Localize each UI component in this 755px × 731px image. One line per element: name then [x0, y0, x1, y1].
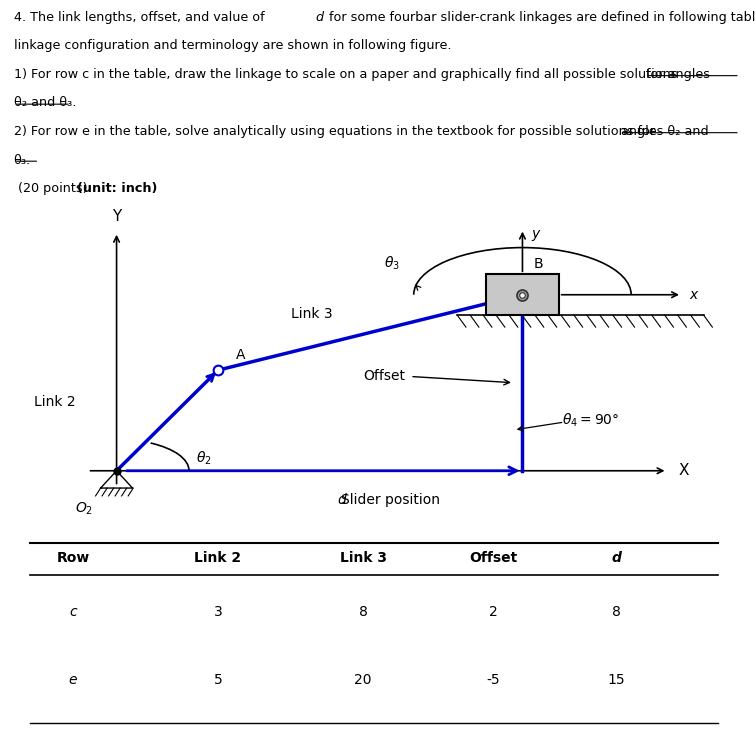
Text: θ₃.: θ₃. [14, 154, 31, 167]
Text: 15: 15 [608, 673, 625, 687]
FancyBboxPatch shape [486, 274, 559, 315]
Text: 5: 5 [214, 673, 223, 687]
Text: angles θ₂ and: angles θ₂ and [621, 125, 708, 138]
Text: Offset: Offset [470, 551, 518, 565]
Text: c: c [69, 605, 77, 619]
Text: Link 3: Link 3 [340, 551, 387, 565]
Text: Row: Row [57, 551, 90, 565]
Text: A: A [236, 348, 245, 363]
Text: θ₂ and θ₃.: θ₂ and θ₃. [14, 96, 76, 110]
Text: Offset: Offset [363, 369, 405, 384]
Text: 3: 3 [214, 605, 223, 619]
Text: $\theta_4 = 90°$: $\theta_4 = 90°$ [562, 412, 620, 429]
Text: for angles: for angles [646, 68, 710, 81]
Text: 8: 8 [612, 605, 621, 619]
Text: d: d [612, 551, 621, 565]
Text: Link 2: Link 2 [195, 551, 242, 565]
Text: e: e [69, 673, 77, 687]
Text: 2: 2 [489, 605, 498, 619]
Text: 20: 20 [354, 673, 371, 687]
Text: X: X [678, 463, 689, 478]
Text: Link 3: Link 3 [291, 306, 333, 321]
Text: 1) For row c in the table, draw the linkage to scale on a paper and graphically : 1) For row c in the table, draw the link… [14, 68, 681, 81]
Text: B: B [533, 257, 543, 271]
Text: x: x [689, 288, 698, 302]
Text: $O_2$: $O_2$ [75, 501, 93, 517]
Text: y: y [532, 227, 539, 241]
Text: for some fourbar slider-crank linkages are defined in following table. The: for some fourbar slider-crank linkages a… [325, 11, 755, 24]
Text: Slider position: Slider position [341, 493, 445, 507]
Text: Y: Y [112, 209, 122, 224]
Text: d: d [316, 11, 324, 24]
Text: 8: 8 [359, 605, 368, 619]
Text: Link 2: Link 2 [34, 395, 76, 409]
Text: (20 points): (20 points) [14, 182, 91, 195]
Text: 4. The link lengths, offset, and value of: 4. The link lengths, offset, and value o… [14, 11, 268, 24]
Text: -5: -5 [487, 673, 501, 687]
Text: $\theta_2$: $\theta_2$ [196, 450, 211, 467]
Text: linkage configuration and terminology are shown in following figure.: linkage configuration and terminology ar… [14, 39, 451, 53]
Text: 2) For row e in the table, solve analytically using equations in the textbook fo: 2) For row e in the table, solve analyti… [14, 125, 658, 138]
Text: (unit: inch): (unit: inch) [77, 182, 157, 195]
Text: d: d [337, 493, 347, 507]
Text: $\theta_3$: $\theta_3$ [384, 254, 400, 272]
